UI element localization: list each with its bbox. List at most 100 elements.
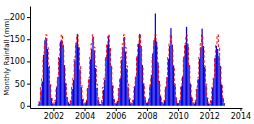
tick-mark: [27, 61, 30, 62]
bar: [125, 52, 126, 106]
bar: [209, 104, 210, 106]
tick-mark: [85, 108, 86, 111]
bar: [185, 45, 186, 106]
bar: [78, 47, 79, 106]
y-axis: 0 50 100 150 200: [10, 7, 31, 111]
bar: [194, 104, 195, 106]
bar: [172, 45, 173, 106]
bar: [107, 45, 108, 106]
tick-mark: [27, 39, 30, 40]
x-axis: 2002 2004 2006 2008 2010 2012 2014: [31, 108, 252, 121]
bar: [146, 103, 147, 106]
tick-mark: [27, 106, 30, 107]
bar: [90, 59, 91, 106]
tick-label: 2014: [231, 112, 251, 121]
bar: [139, 34, 140, 106]
bar: [38, 104, 39, 105]
bar: [52, 104, 53, 106]
bar: [138, 44, 139, 106]
bar: [191, 97, 192, 106]
tick-mark: [240, 108, 241, 111]
bar: [155, 14, 156, 106]
bar: [88, 79, 89, 106]
y-axis-title: Monthly Rainfall (mm): [3, 18, 11, 96]
tick-mark: [116, 108, 117, 111]
marks: [38, 14, 225, 106]
bar: [53, 104, 54, 106]
bar: [91, 49, 92, 106]
tick-label: 50: [15, 80, 25, 89]
bar: [130, 104, 131, 106]
bar: [157, 62, 158, 105]
bar: [224, 103, 225, 106]
bar: [74, 61, 75, 106]
bar: [200, 47, 201, 106]
tick-label: 2008: [137, 112, 157, 121]
tick-label: 2010: [168, 112, 188, 121]
tick: 2014: [231, 108, 251, 121]
bar: [120, 78, 121, 105]
axis-line: [30, 7, 31, 109]
bar: [163, 104, 164, 106]
tick: 2004: [75, 108, 95, 121]
bar: [99, 104, 100, 106]
tick-label: 150: [10, 35, 25, 44]
tick-label: 2006: [106, 112, 126, 121]
tick-label: 200: [10, 13, 25, 22]
tick: 2008: [137, 108, 157, 121]
bar: [94, 50, 95, 105]
bar: [153, 40, 154, 106]
bar: [208, 104, 209, 106]
bar: [116, 104, 117, 106]
tick-mark: [27, 17, 30, 18]
bar: [204, 67, 205, 106]
bar: [96, 88, 97, 106]
bar: [46, 38, 47, 105]
tick: 2010: [168, 108, 188, 121]
tick: 0: [20, 102, 30, 111]
tick-label: 2012: [200, 112, 220, 121]
bar: [199, 59, 200, 106]
bar: [95, 68, 96, 106]
bar: [44, 40, 45, 106]
bar: [217, 49, 218, 106]
bar: [168, 59, 169, 106]
axis-line: [31, 108, 243, 109]
bar: [61, 40, 62, 106]
tick-mark: [147, 108, 148, 111]
tick-label: 100: [10, 57, 25, 66]
tick-mark: [209, 108, 210, 111]
bar: [156, 41, 157, 105]
tick-label: 2004: [75, 112, 95, 121]
tick-label: 2002: [44, 112, 64, 121]
bar: [216, 46, 217, 106]
bar: [160, 96, 161, 106]
bar: [126, 69, 127, 106]
tick-mark: [178, 108, 179, 111]
bar: [161, 102, 162, 106]
bar: [203, 46, 204, 106]
tick: 2006: [106, 108, 126, 121]
tick-mark: [27, 84, 30, 85]
bar-series: [38, 14, 225, 106]
bar: [109, 48, 110, 106]
tick: 150: [10, 35, 30, 44]
bar: [173, 66, 174, 106]
chart: 2002200420062008201020122014050100150200…: [0, 0, 254, 124]
tick: 100: [10, 57, 30, 66]
bar: [122, 47, 123, 106]
tick: 2002: [44, 108, 64, 121]
tick: 200: [10, 13, 30, 22]
tick: 2012: [200, 108, 220, 121]
bar: [142, 65, 143, 106]
bar: [100, 104, 101, 106]
bar: [69, 104, 70, 106]
bar: [164, 100, 165, 105]
plot: 2002 2004 2006 2008 2010 2012 2014 0 50 100 150 200: [10, 7, 251, 121]
bar: [59, 58, 60, 106]
tick-mark: [53, 108, 54, 111]
tick-label: 0: [20, 102, 25, 111]
bar: [83, 104, 84, 106]
bar: [79, 69, 80, 105]
bar: [63, 45, 64, 106]
